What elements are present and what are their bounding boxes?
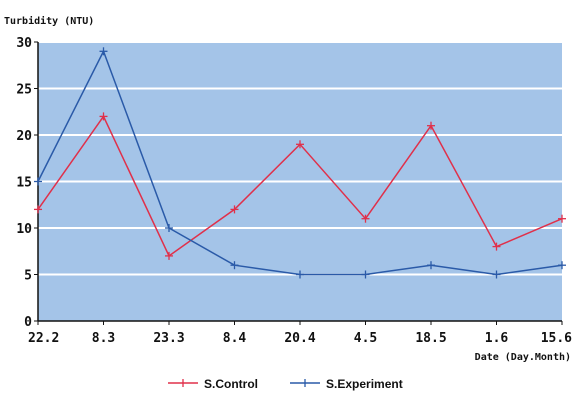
y-tick-label: 20 xyxy=(16,129,32,144)
x-tick-label: 15.6 xyxy=(541,331,572,346)
x-tick-label: 22.2 xyxy=(28,331,59,346)
data-point xyxy=(558,214,566,223)
data-point xyxy=(99,112,108,121)
data-point xyxy=(492,270,501,279)
legend: S.Control S.Experiment xyxy=(168,377,403,391)
series-lines xyxy=(34,47,566,279)
data-point xyxy=(427,261,435,270)
series-S.Control xyxy=(34,112,566,260)
x-tick-label: 18.5 xyxy=(415,331,446,346)
legend-label: S.Control xyxy=(204,377,258,391)
y-tick-label: 15 xyxy=(16,176,32,191)
series-S.Experiment xyxy=(34,47,566,279)
y-tick-label: 30 xyxy=(16,36,32,51)
data-point xyxy=(296,270,304,279)
y-tick-label: 5 xyxy=(24,269,32,284)
data-point xyxy=(558,261,566,270)
legend-item: S.Experiment xyxy=(290,377,403,391)
data-point xyxy=(230,261,239,270)
x-tick-label: 8.3 xyxy=(92,331,115,346)
data-point xyxy=(99,47,108,56)
legend-label: S.Experiment xyxy=(326,377,403,391)
data-point xyxy=(361,270,370,279)
data-point xyxy=(34,205,42,214)
y-tick-label: 25 xyxy=(16,83,32,98)
x-tick-label: 1.6 xyxy=(485,331,509,346)
data-point xyxy=(492,242,501,251)
x-tick-label: 8.4 xyxy=(223,331,247,346)
data-point xyxy=(361,214,370,223)
y-tick-label: 0 xyxy=(24,315,32,330)
data-point xyxy=(296,140,304,149)
data-point xyxy=(230,205,239,214)
data-point xyxy=(427,121,435,130)
data-point xyxy=(165,224,173,232)
y-tick-label: 10 xyxy=(16,222,32,237)
x-axis-label: Date (Day.Month) xyxy=(475,352,571,363)
data-point xyxy=(165,251,173,260)
x-tick-labels: 22.2 8.3 23.3 8.4 20.4 4.5 18.5 1.6 15.6 xyxy=(28,331,572,346)
x-tick-label: 4.5 xyxy=(354,331,377,346)
legend-item: S.Control xyxy=(168,377,258,391)
data-point xyxy=(34,177,42,186)
x-tick-label: 23.3 xyxy=(153,331,184,346)
y-tick-labels: 0 5 10 15 20 25 30 xyxy=(16,36,32,330)
y-axis-label: Turbidity (NTU) xyxy=(4,15,94,27)
x-tick-label: 20.4 xyxy=(284,331,315,346)
grid-lines xyxy=(38,41,562,276)
